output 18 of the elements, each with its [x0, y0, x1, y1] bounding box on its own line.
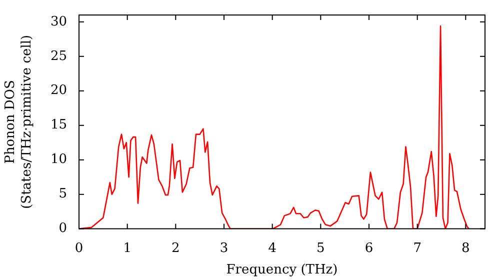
y-tick-label: 0: [58, 221, 67, 236]
y-tick-label: 30: [50, 14, 67, 30]
y-axis-title: Phonon DOS (States/THz·primitive cell): [2, 34, 35, 209]
x-tick-label: 5: [316, 240, 325, 256]
x-axis-title: Frequency (THz): [226, 262, 338, 278]
y-tick-label: 25: [50, 48, 67, 64]
y-tick-label: 10: [50, 152, 67, 168]
y-tick-label: 15: [50, 118, 67, 133]
y-tick-label: 20: [50, 83, 67, 98]
x-tick-label: 2: [172, 240, 180, 256]
x-tick-label: 7: [413, 240, 422, 256]
x-tick-label: 8: [462, 240, 470, 256]
y-tick-label: 5: [58, 186, 67, 202]
x-tick-label: 1: [123, 240, 132, 256]
x-tick-label: 0: [74, 240, 84, 256]
x-tick-label: 4: [268, 240, 276, 256]
x-tick-label: 3: [220, 240, 228, 256]
x-tick-label: 6: [364, 240, 374, 256]
